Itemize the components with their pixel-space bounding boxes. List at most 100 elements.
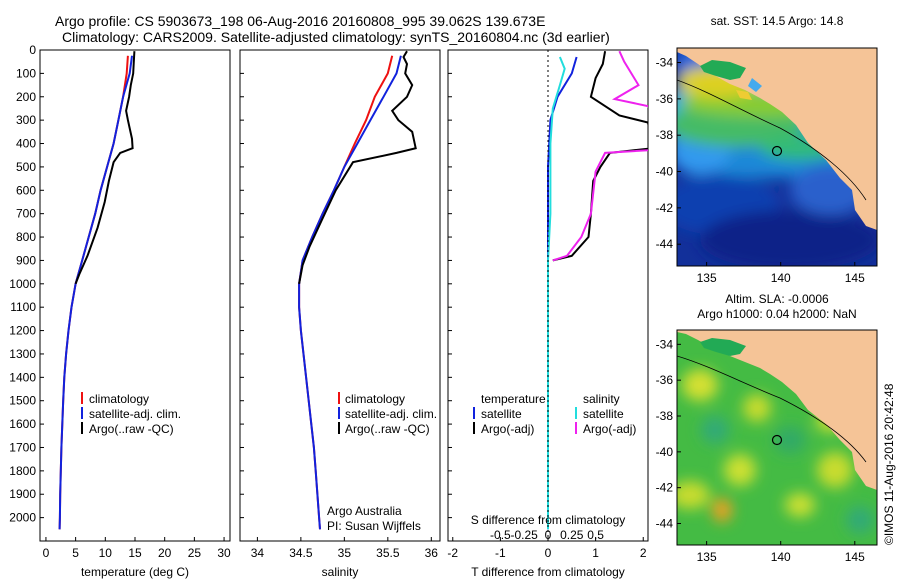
difference-legend: temperature salinity satellite Argo(-adj… — [473, 392, 636, 436]
legend-label-satellite: satellite-adj. clim. — [345, 407, 437, 421]
y-tick-label: 1400 — [9, 370, 36, 384]
map-y-tick-label: -40 — [656, 165, 674, 179]
top-tick-label: 0.25 — [560, 528, 584, 542]
map-y-tick-label: -42 — [656, 201, 674, 215]
temperature-series — [58, 51, 136, 530]
x-tick-label: 34 — [251, 546, 265, 560]
top-tick-label: -0.5 — [490, 528, 511, 542]
salinity-series — [298, 50, 417, 530]
legend-label-s-argo: Argo(-adj) — [583, 422, 636, 436]
salinity-panel — [239, 49, 441, 542]
sla-map-title-line1: Altim. SLA: -0.0006 — [725, 292, 829, 306]
map-y-tick-label: -40 — [656, 445, 674, 459]
temperature-axis-ticks: 0 5 10 15 20 25 30 — [43, 537, 231, 560]
top-tick-label: -0.25 — [511, 528, 539, 542]
sst-map-title: sat. SST: 14.5 Argo: 14.8 — [711, 14, 844, 28]
legend-label-argo: Argo(..raw -QC) — [89, 422, 174, 436]
s-difference-axis-ticks: -0.5-0.2500.250.5 — [490, 528, 604, 542]
y-tick-label: 200 — [16, 90, 36, 104]
y-tick-label: 700 — [16, 207, 36, 221]
series-line-satellite — [547, 56, 566, 530]
figure-title-line2: Climatology: CARS2009. Satellite-adjuste… — [62, 29, 610, 45]
map-y-tick-label: -34 — [656, 337, 674, 351]
y-tick-label: 1600 — [9, 417, 36, 431]
x-tick-label: 35.5 — [376, 546, 400, 560]
map-x-tick-label: 135 — [697, 271, 717, 285]
y-tick-label: 1700 — [9, 440, 36, 454]
map-x-tick-label: 140 — [771, 271, 791, 285]
map-y-tick-label: -36 — [656, 373, 674, 387]
salinity-axis-ticks: 34 34.5 35 35.5 36 — [251, 537, 439, 560]
x-tick-label: 36 — [425, 546, 439, 560]
sla-map-ticks: 135 140 145 -34 -36 -38 -40 -42 -44 — [656, 337, 865, 564]
sla-map-title-line2: Argo h1000: 0.04 h2000: NaN — [697, 307, 856, 321]
sst-map-frame — [676, 47, 878, 267]
map-y-tick-label: -38 — [656, 409, 674, 423]
x-tick-label: 34.5 — [289, 546, 313, 560]
x-tick-label: 2 — [640, 546, 647, 560]
salinity-axis-label: salinity — [322, 565, 359, 579]
legend-label-satellite: satellite-adj. clim. — [89, 407, 181, 421]
y-tick-label: 1200 — [9, 324, 36, 338]
x-tick-label: 5 — [72, 546, 79, 560]
y-tick-label: 900 — [16, 253, 36, 267]
annotation-pi-name: PI: Susan Wijffels — [327, 519, 421, 533]
x-tick-label: 0 — [43, 546, 50, 560]
legend-header-salinity: salinity — [583, 392, 620, 406]
y-tick-label: 400 — [16, 137, 36, 151]
sst-map — [677, 48, 877, 266]
series-line-climatology — [298, 55, 394, 530]
annotation-argo-australia: Argo Australia — [327, 504, 402, 518]
depth-axis-ticks: 0 100 200 300 400 500 600 700 800 900 1000 1100 1200… — [9, 43, 452, 525]
series-line-satellite — [547, 56, 578, 530]
y-tick-label: 1900 — [9, 487, 36, 501]
legend-label-climatology: climatology — [89, 392, 149, 406]
sla-land — [677, 330, 877, 490]
x-tick-label: 30 — [217, 546, 231, 560]
series-line-argo-raw-qc- — [74, 51, 136, 285]
x-tick-label: 35 — [338, 546, 352, 560]
y-tick-label: 2000 — [9, 511, 36, 525]
map-y-tick-label: -34 — [656, 56, 674, 70]
legend-label-climatology: climatology — [345, 392, 405, 406]
temperature-legend: climatology satellite-adj. clim. Argo(..… — [81, 392, 181, 436]
sla-map-frame — [676, 329, 878, 546]
x-tick-label: 15 — [128, 546, 142, 560]
s-difference-axis-label: S difference from climatology — [471, 513, 626, 527]
figure-title-line1: Argo profile: CS 5903673_198 06-Aug-2016… — [55, 13, 545, 29]
y-tick-label: 0 — [29, 43, 36, 57]
legend-label-s-satellite: satellite — [583, 407, 624, 421]
y-tick-label: 1100 — [10, 300, 36, 314]
legend-header-temperature: temperature — [481, 392, 546, 406]
t-difference-axis-ticks: -2 -1 0 1 2 — [447, 537, 647, 560]
series-line-satellite-adj-clim- — [298, 55, 402, 530]
difference-series — [547, 50, 648, 530]
y-tick-label: 800 — [16, 230, 36, 244]
imos-timestamp: ©IMOS 11-Aug-2016 20:42:48 — [882, 383, 896, 545]
y-tick-label: 1300 — [9, 347, 36, 361]
x-tick-label: 10 — [99, 546, 113, 560]
sst-map-ticks: 135 140 145 -34 -36 -38 -40 -42 -44 — [656, 56, 865, 285]
map-y-tick-label: -36 — [656, 92, 674, 106]
legend-label-t-argo: Argo(-adj) — [481, 422, 534, 436]
y-tick-label: 100 — [16, 66, 36, 80]
sst-land — [677, 48, 877, 230]
series-line-argo-adj- — [552, 50, 648, 262]
map-y-tick-label: -44 — [656, 517, 674, 531]
temperature-axis-label: temperature (deg C) — [81, 565, 189, 579]
x-tick-label: 0 — [545, 546, 552, 560]
x-tick-label: 1 — [592, 546, 599, 560]
top-tick-label: 0.5 — [587, 528, 604, 542]
map-x-tick-label: 145 — [845, 271, 865, 285]
legend-label-t-satellite: satellite — [481, 407, 522, 421]
map-x-tick-label: 135 — [697, 550, 717, 564]
x-tick-label: -2 — [447, 546, 458, 560]
series-line-satellite-adj-clim- — [58, 55, 133, 530]
y-tick-label: 1800 — [9, 464, 36, 478]
legend-label-argo: Argo(..raw -QC) — [345, 422, 430, 436]
float-marker — [771, 434, 783, 446]
map-y-tick-label: -42 — [656, 481, 674, 495]
y-tick-label: 600 — [16, 183, 36, 197]
x-tick-label: -1 — [495, 546, 506, 560]
